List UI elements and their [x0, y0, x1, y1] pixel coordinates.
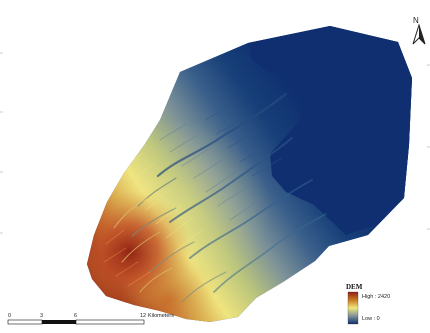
- legend-high-label: High : 2420: [362, 294, 391, 300]
- scale-tick-0: 0: [8, 313, 12, 319]
- north-arrow-icon: [412, 23, 426, 45]
- basin-dem: [87, 26, 412, 322]
- north-label: N: [413, 16, 419, 25]
- scale-tick-6: 6: [74, 313, 78, 319]
- lowland-region: [248, 26, 412, 235]
- frame-ticks: [0, 52, 430, 234]
- scale-tick-12: 12: [140, 313, 147, 319]
- legend-color-ramp: [347, 291, 359, 325]
- legend-low-label: Low : 0: [362, 316, 380, 322]
- drainage-network: [113, 92, 327, 303]
- legend-title: DEM: [346, 283, 363, 291]
- scale-tick-3: 3: [40, 313, 44, 319]
- legend: [347, 291, 359, 325]
- scale-bar: [7, 319, 145, 325]
- scale-unit: Kilometers: [148, 313, 174, 319]
- dem-texture: [103, 103, 283, 287]
